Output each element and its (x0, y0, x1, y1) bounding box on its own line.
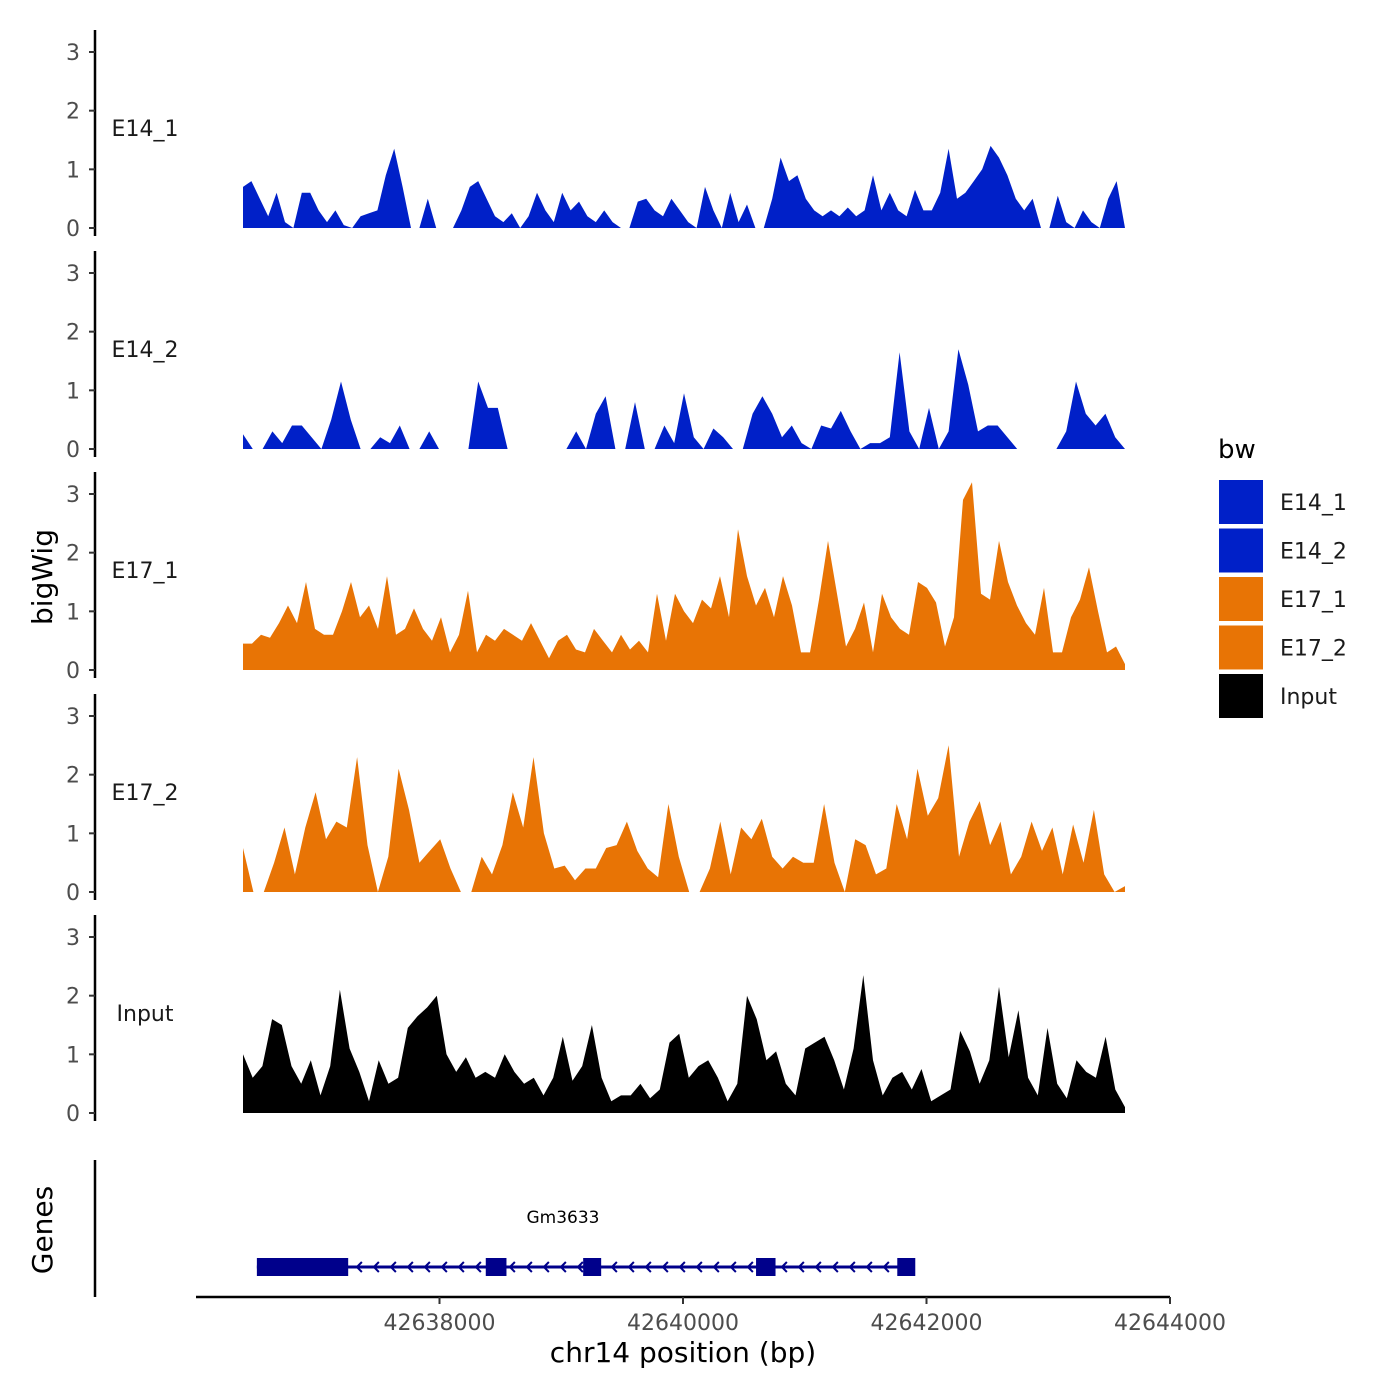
legend-swatch-E17_1 (1219, 577, 1263, 621)
y-tick-label: 0 (66, 881, 80, 906)
x-tick-label: 42644000 (1114, 1311, 1226, 1336)
legend-label-E17_2: E17_2 (1280, 637, 1347, 662)
y-tick-label: 1 (66, 1043, 80, 1068)
legend-swatch-Input (1219, 674, 1263, 718)
track-label-E17_2: E17_2 (112, 781, 179, 806)
legend-label-E14_2: E14_2 (1280, 540, 1347, 565)
strand-arrow (627, 1261, 635, 1273)
strand-arrow (644, 1261, 652, 1273)
y-tick-label: 0 (66, 217, 80, 242)
strand-arrow (525, 1261, 533, 1273)
strand-arrow (712, 1261, 720, 1273)
strand-arrow (559, 1261, 567, 1273)
y-tick-label: 2 (66, 100, 80, 125)
coverage-area-E17_2 (243, 745, 1125, 892)
strand-arrow (678, 1261, 686, 1273)
y-tick-label: 3 (66, 926, 80, 951)
legend-label-Input: Input (1280, 685, 1337, 710)
exon-5 (897, 1258, 916, 1276)
y-tick-label: 1 (66, 158, 80, 183)
strand-arrow (576, 1261, 584, 1273)
strand-arrow (661, 1261, 669, 1273)
y-tick-label: 2 (66, 321, 80, 346)
exon-3 (583, 1258, 602, 1276)
y-tick-label: 0 (66, 1102, 80, 1127)
strand-arrow (474, 1261, 482, 1273)
y-axis-title: bigWig (26, 529, 59, 625)
exon-1 (256, 1258, 349, 1276)
strand-arrow (882, 1261, 890, 1273)
y-tick-label: 3 (66, 41, 80, 66)
y-tick-label: 0 (66, 659, 80, 684)
y-tick-label: 0 (66, 438, 80, 463)
y-tick-label: 1 (66, 822, 80, 847)
coverage-area-Input (243, 975, 1125, 1113)
legend-title: bw (1218, 435, 1256, 465)
y-tick-label: 1 (66, 379, 80, 404)
x-tick-label: 42642000 (871, 1311, 983, 1336)
strand-arrow (372, 1261, 380, 1273)
y-tick-label: 2 (66, 985, 80, 1010)
strand-arrow (780, 1261, 788, 1273)
track-label-E14_2: E14_2 (112, 338, 179, 363)
strand-arrow (610, 1261, 618, 1273)
strand-arrow (729, 1261, 737, 1273)
legend-label-E14_1: E14_1 (1280, 491, 1347, 516)
strand-arrow (355, 1261, 363, 1273)
strand-arrow (831, 1261, 839, 1273)
y-tick-label: 2 (66, 542, 80, 567)
track-label-E17_1: E17_1 (112, 559, 179, 584)
strand-arrow (695, 1261, 703, 1273)
strand-arrow (508, 1261, 516, 1273)
legend-swatch-E17_2 (1219, 625, 1263, 670)
track-label-E14_1: E14_1 (112, 117, 179, 142)
y-tick-label: 3 (66, 262, 80, 287)
exon-2 (485, 1258, 507, 1276)
x-tick-label: 42638000 (384, 1311, 496, 1336)
legend-swatch-E14_2 (1219, 528, 1263, 573)
coverage-area-E17_1 (243, 482, 1125, 670)
y-tick-label: 1 (66, 600, 80, 625)
legend-label-E17_1: E17_1 (1280, 588, 1347, 613)
exon-4 (756, 1258, 776, 1276)
y-tick-label: 3 (66, 483, 80, 508)
y-tick-label: 3 (66, 705, 80, 730)
x-axis-title: chr14 position (bp) (550, 1336, 816, 1369)
coverage-area-E14_2 (243, 349, 1125, 449)
strand-arrow (440, 1261, 448, 1273)
strand-arrow (457, 1261, 465, 1273)
genes-axis-title: Genes (26, 1186, 59, 1274)
strand-arrow (389, 1261, 397, 1273)
track-label-Input: Input (117, 1002, 174, 1027)
strand-arrow (865, 1261, 873, 1273)
strand-arrow (542, 1261, 550, 1273)
strand-arrow (848, 1261, 856, 1273)
x-tick-label: 42640000 (627, 1311, 739, 1336)
strand-arrow (423, 1261, 431, 1273)
strand-arrow (797, 1261, 805, 1273)
y-tick-label: 2 (66, 764, 80, 789)
coverage-area-E14_1 (243, 145, 1125, 228)
strand-arrow (406, 1261, 414, 1273)
gene-name: Gm3633 (527, 1208, 600, 1228)
legend-swatch-E14_1 (1219, 480, 1263, 524)
strand-arrow (814, 1261, 822, 1273)
strand-arrow (746, 1261, 754, 1273)
